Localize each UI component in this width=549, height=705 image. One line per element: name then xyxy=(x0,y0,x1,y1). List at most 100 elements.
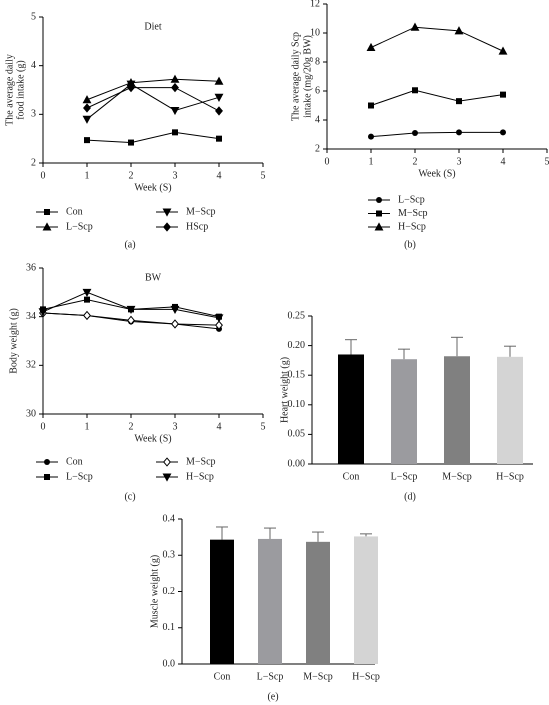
series-line xyxy=(370,131,503,138)
y-axis-label: Body weight (g) xyxy=(8,308,19,374)
marker xyxy=(128,139,134,146)
marker xyxy=(126,305,136,315)
series-line xyxy=(370,26,504,52)
marker xyxy=(84,296,90,303)
y-tick-label: 5 xyxy=(31,11,36,22)
x-tick-label: 4 xyxy=(217,421,222,432)
x-tick-label: 5 xyxy=(261,421,266,432)
x-tick-label: 0 xyxy=(41,170,46,181)
marker xyxy=(83,310,91,321)
series-line xyxy=(370,89,504,106)
x-tick-label: 2 xyxy=(129,170,134,181)
y-tick-label: 0.2 xyxy=(163,586,176,597)
y-tick-label: 6 xyxy=(315,85,320,96)
y-axis-label: food intake (g) xyxy=(15,60,26,119)
x-tick-label: 3 xyxy=(457,156,462,167)
y-tick-label: 34 xyxy=(26,311,36,322)
marker xyxy=(171,82,179,93)
y-tick-label: 0.00 xyxy=(288,458,306,469)
marker xyxy=(454,26,464,35)
marker xyxy=(368,133,374,140)
y-tick-label: 0.15 xyxy=(288,369,306,380)
x-tick-label: 4 xyxy=(501,156,506,167)
y-tick-label: 4 xyxy=(315,114,320,125)
legend-label: H−Scp xyxy=(398,221,426,232)
marker xyxy=(366,42,376,51)
marker xyxy=(83,103,91,113)
panel-label: (a) xyxy=(124,239,135,250)
marker xyxy=(410,22,420,31)
y-axis-label: The average daily Scp xyxy=(290,32,301,121)
series-line xyxy=(86,131,220,144)
legend-marker xyxy=(376,210,382,217)
marker xyxy=(214,93,224,102)
y-tick-label: 10 xyxy=(310,27,320,38)
x-axis-label: Week (S) xyxy=(134,433,171,444)
legend-label: M−Scp xyxy=(186,456,216,467)
legend-marker xyxy=(44,459,50,465)
legend-marker xyxy=(42,222,52,231)
marker xyxy=(368,102,374,109)
marker xyxy=(127,315,135,325)
legend-label: L−Scp xyxy=(66,471,93,482)
bar xyxy=(210,539,234,664)
y-tick-label: 0.3 xyxy=(163,550,176,561)
marker xyxy=(214,76,224,85)
legend-marker xyxy=(162,208,172,217)
marker xyxy=(214,314,224,323)
x-tick-label: 5 xyxy=(261,170,266,181)
x-tick-label: H−Scp xyxy=(352,671,380,682)
marker xyxy=(500,91,506,98)
x-tick-label: 3 xyxy=(173,170,178,181)
bar xyxy=(497,356,523,464)
marker xyxy=(412,87,418,94)
marker xyxy=(216,135,222,142)
x-tick-label: Con xyxy=(214,671,231,682)
y-tick-label: 0.05 xyxy=(288,429,306,440)
marker xyxy=(456,98,462,105)
y-axis-label: Muscle weight (g) xyxy=(149,555,160,628)
y-axis-label: Heart weight (g) xyxy=(279,357,290,423)
x-tick-label: 4 xyxy=(217,170,222,181)
series-line xyxy=(86,78,220,101)
marker xyxy=(82,95,92,104)
bar xyxy=(354,536,378,664)
legend-label: M−Scp xyxy=(398,208,428,219)
x-tick-label: H−Scp xyxy=(496,471,524,482)
panel-label: (e) xyxy=(267,691,278,702)
marker xyxy=(170,106,180,116)
marker xyxy=(215,320,223,330)
x-tick-label: 3 xyxy=(173,421,178,432)
marker xyxy=(171,319,179,329)
y-tick-label: 0.10 xyxy=(288,399,306,410)
legend-label: H−Scp xyxy=(186,471,214,482)
panel: 0.00 0.05 0.10 0.15 0.20 0.25 Heart weight (g)… xyxy=(279,310,533,502)
legend-label: M−Scp xyxy=(186,206,216,217)
marker xyxy=(500,129,506,136)
marker xyxy=(82,288,92,297)
legend-label: Con xyxy=(66,206,83,217)
bar xyxy=(306,541,330,664)
y-tick-label: 30 xyxy=(26,408,36,419)
y-tick-label: 8 xyxy=(315,56,320,67)
x-tick-label: M−Scp xyxy=(303,671,333,682)
x-tick-label: 0 xyxy=(325,156,330,167)
panel: 0.0 0.1 0.2 0.3 0.4 Muscle weight (g) (e) Con L−… xyxy=(149,513,380,702)
bar xyxy=(338,354,364,464)
marker xyxy=(82,115,92,124)
bar xyxy=(258,538,282,664)
bar xyxy=(444,356,470,464)
marker xyxy=(170,305,180,315)
x-tick-label: L−Scp xyxy=(257,671,284,682)
legend-marker xyxy=(162,473,172,482)
marker xyxy=(412,130,418,137)
y-tick-label: 12 xyxy=(310,0,320,9)
legend-marker xyxy=(374,222,384,231)
legend-marker xyxy=(163,457,171,467)
panel-label: (b) xyxy=(404,239,416,250)
x-tick-label: 5 xyxy=(545,156,549,167)
legend-marker xyxy=(44,209,50,215)
series-line xyxy=(86,87,220,112)
